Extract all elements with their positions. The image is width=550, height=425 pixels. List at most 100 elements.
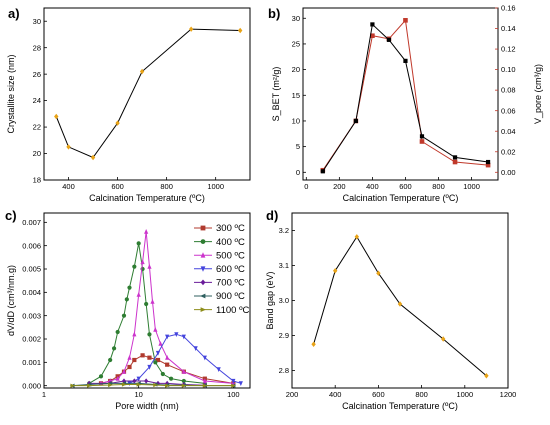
legend-label: 1100 ºC — [216, 305, 250, 316]
y-tick-label: 28 — [33, 43, 41, 52]
y-tick-label: 30 — [292, 14, 300, 23]
pore-series-3-point — [238, 381, 243, 387]
pore-series-1-point — [124, 297, 129, 302]
y-tick-label: 0 — [296, 168, 300, 177]
x-tick-label: 1000 — [207, 182, 224, 191]
y-tick-label: 26 — [33, 70, 41, 79]
pore-series-2-point — [150, 298, 155, 304]
pore-series-3-point — [147, 364, 152, 370]
x-tick-label: 1200 — [500, 390, 517, 399]
pore-series-6-point — [165, 383, 170, 388]
x-tick-label: 10 — [134, 390, 142, 399]
pore-series-1-point — [153, 360, 158, 365]
y-tick-label-right: 0.12 — [501, 45, 516, 54]
pore-series-2-point — [127, 354, 132, 360]
pore-series-2-point — [158, 340, 163, 346]
y-tick-label: 25 — [292, 40, 300, 49]
pore-series-1-point — [168, 376, 174, 381]
sbet-point — [353, 118, 358, 124]
pore-series-6-point — [87, 383, 92, 388]
pore-series-3-point — [165, 334, 170, 340]
crystallite-size-point — [115, 120, 120, 126]
x-tick-label: 800 — [160, 182, 173, 191]
pore-series-2-point — [153, 326, 158, 332]
panel-label-d: d) — [266, 208, 278, 223]
pore-series-6-point — [202, 383, 208, 388]
pore-series-0-point — [155, 357, 161, 363]
chart-pore-distribution: 1 10 100 0.000 0.001 0.002 0.003 0.004 0.005 0.00… — [6, 212, 251, 411]
y-tick-label: 0.002 — [22, 335, 41, 344]
y-axis-title: Band gap (eV) — [265, 271, 275, 329]
pore-series-2-point — [115, 375, 120, 381]
x-axis-title: Calcination Temperature (ºC) — [343, 193, 459, 203]
plot-frame — [43, 7, 251, 181]
x-tick-label: 400 — [62, 182, 75, 191]
panel-label-c: c) — [5, 208, 17, 223]
pore-series-2-point — [202, 378, 207, 384]
x-axis-title: Pore width (nm) — [115, 401, 179, 411]
pore-series-3-point — [231, 378, 236, 384]
band-gap-point — [441, 336, 446, 342]
pore-series-3-point — [202, 355, 207, 361]
pore-series-6-point — [136, 382, 142, 387]
pore-series-3-point — [193, 346, 198, 352]
x-tick-label: 800 — [432, 182, 445, 191]
legend-marker — [200, 266, 206, 272]
pore-series-3-point — [155, 350, 161, 356]
pore-series-0-point — [147, 355, 152, 360]
sbet-point — [419, 134, 425, 139]
x-tick-label: 800 — [415, 390, 428, 399]
x-tick-label: 400 — [366, 182, 379, 191]
y-tick-label: 3.1 — [279, 261, 289, 270]
chart-crystallite-size: 400 600 800 1000 18 20 22 24 26 28 30 Calcination T… — [6, 7, 251, 203]
vpore-line — [322, 19, 489, 171]
pore-series-1-point — [121, 313, 127, 318]
legend-label: 600 ºC — [216, 264, 245, 275]
legend-label: 300 ºC — [216, 223, 245, 234]
legend-marker — [200, 279, 206, 286]
pore-series-6-line — [72, 384, 234, 387]
pore-series-1-point — [111, 346, 117, 351]
plot-frame — [302, 7, 499, 181]
y-tick-label: 0.004 — [22, 288, 41, 297]
crystallite-size-point — [237, 27, 243, 34]
y-tick-label: 15 — [292, 91, 300, 100]
band-gap-point — [397, 301, 403, 307]
band-gap-point — [311, 341, 316, 347]
y-tick-label: 2.9 — [279, 331, 289, 340]
x-axis-title: Calcination Temperature (ºC) — [89, 193, 205, 203]
panel-label-b: b) — [268, 6, 280, 21]
legend-label: 900 ºC — [216, 291, 245, 302]
y-tick-label: 0.003 — [22, 311, 41, 320]
sbet-point — [386, 37, 392, 42]
pore-series-1-point — [147, 332, 152, 337]
x-tick-label: 1000 — [456, 390, 473, 399]
crystallite-size-point — [90, 154, 96, 161]
pore-series-1-point — [98, 374, 104, 379]
pore-series-1-point — [144, 301, 149, 307]
x-tick-label: 0 — [304, 182, 308, 191]
y-tick-label: 20 — [292, 65, 300, 74]
sbet-point — [370, 22, 375, 27]
y-tick-label-right: 0.10 — [501, 65, 516, 74]
band-gap-point — [376, 270, 381, 276]
y-tick-label: 3.2 — [279, 226, 289, 235]
x-tick-label: 600 — [111, 182, 124, 191]
legend-label: 400 ºC — [216, 237, 245, 248]
legend-label: 500 ºC — [216, 250, 245, 261]
band-gap-point — [354, 234, 359, 240]
y-tick-label: 0.000 — [22, 381, 41, 390]
vpore-point — [452, 159, 458, 165]
legend-label: 700 ºC — [216, 278, 245, 289]
y-axis-title-right: V_pore (cm³/g) — [533, 64, 543, 124]
pore-series-1-point — [132, 264, 137, 269]
pore-series-6-point — [181, 383, 187, 388]
band-gap-point — [484, 373, 489, 379]
y-tick-label: 2.8 — [279, 366, 289, 375]
pore-series-6-point — [153, 382, 159, 388]
crystallite-size-point — [54, 113, 59, 120]
pore-series-2-point — [136, 291, 141, 297]
sbet-line — [322, 23, 489, 172]
y-tick-label: 0.005 — [22, 265, 41, 274]
y-tick-label: 24 — [33, 96, 41, 105]
